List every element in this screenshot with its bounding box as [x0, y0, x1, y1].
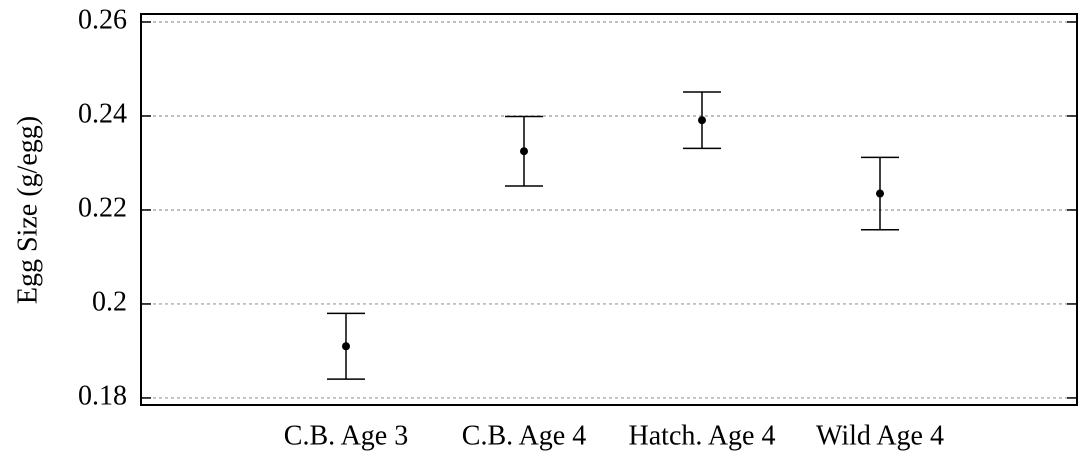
x-tick-label: Wild Age 4 [816, 420, 944, 451]
y-tick-label: 0.22 [78, 192, 127, 223]
point [520, 147, 528, 156]
point [698, 116, 706, 125]
x-tick-label: Hatch. Age 4 [629, 420, 776, 451]
plot-frame [140, 13, 1078, 406]
x-tick-label: C.B. Age 4 [462, 420, 586, 451]
y-tick-label: 0.18 [78, 380, 127, 411]
point [876, 189, 884, 198]
x-tick-label: C.B. Age 3 [284, 420, 408, 451]
y-tick-label: 0.24 [78, 98, 127, 129]
y-tick-label: 0.26 [78, 4, 127, 35]
y-tick-label: 0.2 [92, 286, 127, 317]
y-axis-label: Egg Size (g/egg) [12, 116, 43, 304]
point [342, 342, 350, 351]
